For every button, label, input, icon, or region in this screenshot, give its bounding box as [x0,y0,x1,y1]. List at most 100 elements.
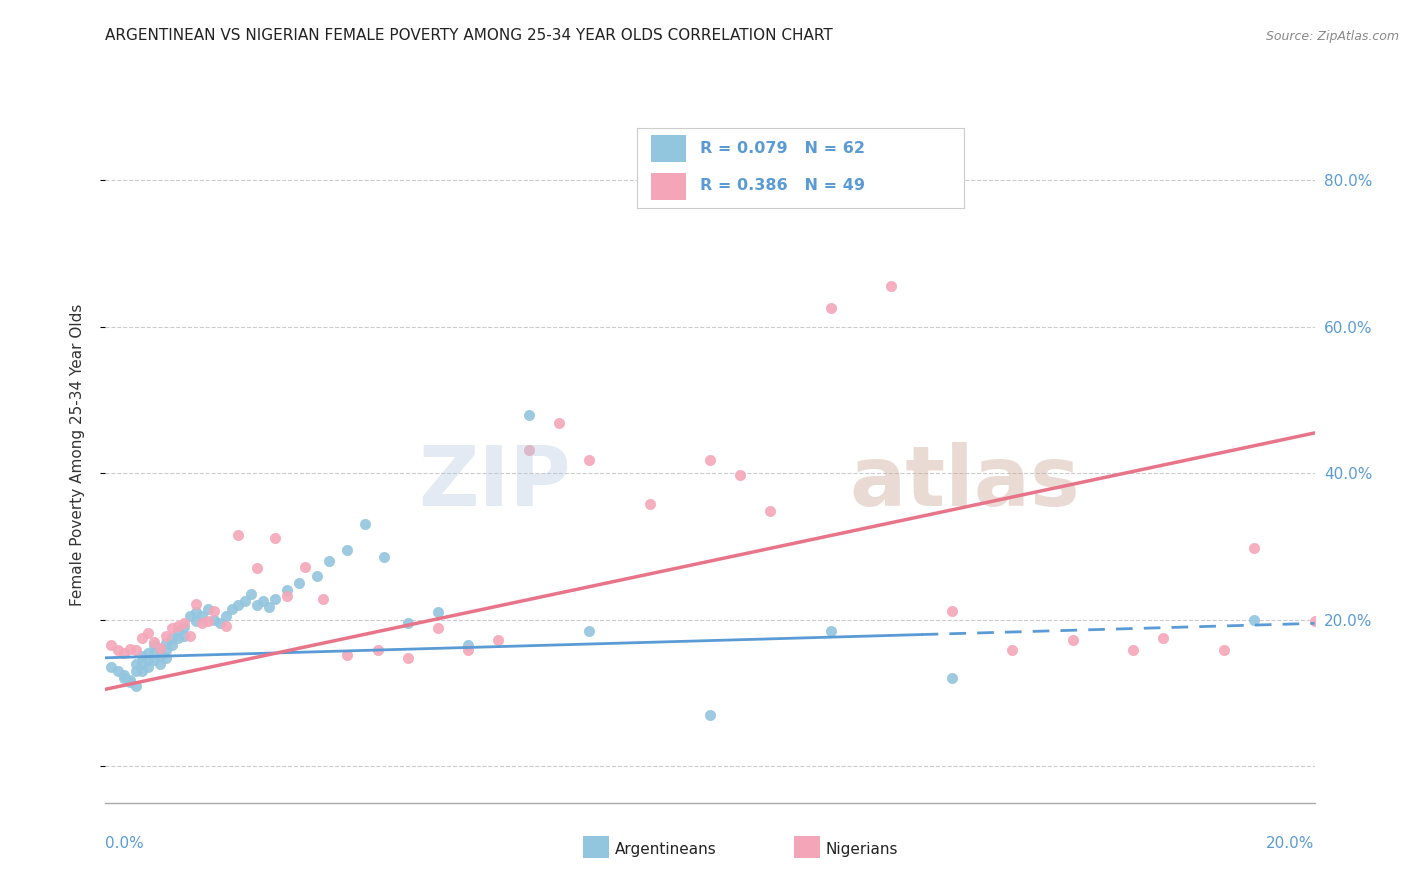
Point [366,643,388,657]
Point [288,576,311,591]
Point [202,613,225,627]
Point [112,671,135,685]
Text: 0.0%: 0.0% [105,836,145,851]
Text: atlas: atlas [849,442,1080,524]
Point [149,649,172,664]
Point [1303,614,1326,628]
Point [488,633,510,648]
Point [820,301,842,316]
Point [578,453,600,467]
Point [173,616,195,631]
Point [252,594,274,608]
Point [233,594,256,608]
Point [136,646,159,660]
Text: 20.0%: 20.0% [1267,836,1315,851]
Point [112,646,135,660]
Point [107,643,129,657]
Point [125,664,148,678]
Point [186,614,208,628]
Point [142,634,165,648]
Point [699,453,721,467]
Point [1243,613,1265,627]
Point [125,643,148,657]
Point [820,624,842,638]
Point [173,629,195,643]
Point [202,604,225,618]
Point [149,640,172,655]
Point [941,671,963,685]
Point [730,467,752,482]
Point [118,673,141,687]
Point [149,657,172,671]
Text: Argentineans: Argentineans [614,842,716,856]
Bar [651,135,686,162]
Point [1212,643,1236,657]
Point [336,543,359,558]
Point [638,497,661,511]
Point [179,609,201,624]
Point [312,592,335,607]
Point [142,653,165,667]
Point [548,417,571,431]
Point [517,408,540,422]
Point [142,646,165,660]
Point [257,599,280,614]
Text: Source: ZipAtlas.com: Source: ZipAtlas.com [1265,30,1399,43]
Point [517,442,540,457]
Point [307,568,329,582]
Point [578,624,600,638]
Point [215,609,238,624]
Point [160,638,183,652]
Point [427,622,450,636]
Point [941,604,963,618]
Point [373,550,395,565]
Text: Nigerians: Nigerians [825,842,898,856]
Point [149,642,172,657]
Point [186,597,208,611]
Point [100,638,122,652]
Point [136,626,159,640]
Point [167,624,190,638]
Point [155,650,177,665]
Point [669,171,692,186]
Point [263,592,285,607]
Point [1001,643,1024,657]
Point [136,660,159,674]
Point [246,598,269,612]
Text: R = 0.386   N = 49: R = 0.386 N = 49 [700,178,865,194]
Point [100,660,122,674]
Point [197,614,219,628]
Point [1122,643,1144,657]
Point [336,648,359,662]
Point [1153,631,1175,645]
Point [107,664,129,678]
Point [276,583,298,598]
Text: R = 0.079   N = 62: R = 0.079 N = 62 [700,141,865,156]
Point [457,643,479,657]
Point [246,561,269,575]
Point [318,554,340,568]
Text: ARGENTINEAN VS NIGERIAN FEMALE POVERTY AMONG 25-34 YEAR OLDS CORRELATION CHART: ARGENTINEAN VS NIGERIAN FEMALE POVERTY A… [105,29,834,43]
Point [396,650,419,665]
Point [215,618,238,632]
Point [427,606,450,620]
Point [160,631,183,645]
Y-axis label: Female Poverty Among 25-34 Year Olds: Female Poverty Among 25-34 Year Olds [70,304,84,606]
Point [276,589,298,603]
Point [131,664,153,678]
Point [228,598,250,612]
Point [167,618,190,632]
Point [209,616,232,631]
Point [125,657,148,671]
Point [155,636,177,650]
Point [880,279,903,293]
Point [118,642,141,657]
Point [160,622,183,636]
Point [118,675,141,690]
Point [131,657,153,671]
Point [221,601,243,615]
Point [396,616,419,631]
Point [263,531,285,545]
Point [186,606,208,620]
Point [354,517,377,532]
